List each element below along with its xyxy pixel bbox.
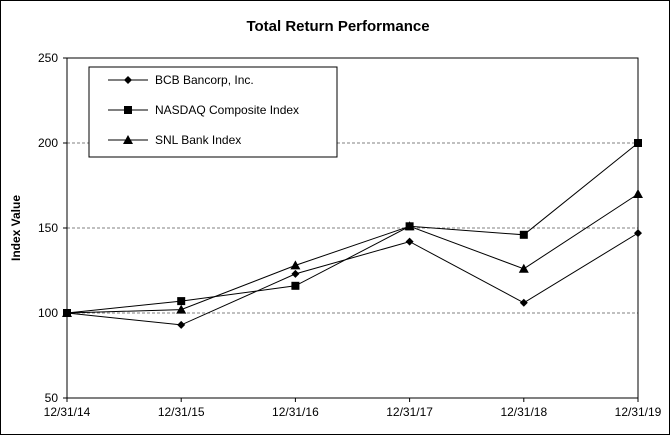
y-tick-label-150: 150: [38, 221, 58, 235]
data-point-square-2: [291, 281, 300, 290]
series-line-diamond: [66, 232, 639, 326]
series-line-triangle: [66, 193, 639, 314]
series-lines: [62, 139, 643, 329]
data-point-diamond-3: [405, 237, 414, 246]
data-point-square-4: [519, 230, 528, 239]
series-line-square: [66, 142, 639, 314]
axes: 50 100 150 200 250 12/31/14 12/31/15 12/31/16 12…: [38, 51, 662, 419]
x-tick-label-1: 12/31/15: [158, 405, 205, 419]
legend-marker-square: [124, 106, 132, 114]
y-tick-label-100: 100: [38, 306, 58, 320]
legend-label-diamond: BCB Bancorp, Inc.: [155, 73, 254, 87]
data-point-diamond-2: [291, 269, 300, 278]
y-tick-label-50: 50: [45, 391, 59, 405]
legend: BCB Bancorp, Inc. NASDAQ Composite Index S…: [88, 66, 338, 158]
data-point-square-5: [634, 139, 642, 147]
x-tick-label-0: 12/31/14: [44, 405, 91, 419]
legend-marker-diamond: [124, 76, 132, 84]
data-point-diamond-5: [634, 229, 642, 238]
data-point-square-1: [177, 297, 186, 306]
y-tick-label-250: 250: [38, 51, 58, 65]
x-tick-label-2: 12/31/16: [272, 405, 319, 419]
x-tick-label-4: 12/31/18: [500, 405, 547, 419]
legend-label-square: NASDAQ Composite Index: [155, 103, 299, 117]
legend-marker-triangle: [123, 135, 133, 144]
gridlines: [67, 142, 638, 314]
y-tick-label-200: 200: [38, 136, 58, 150]
y-axis-label: Index Value: [9, 195, 23, 261]
chart-title: Total Return Performance: [246, 18, 429, 35]
legend-label-triangle: SNL Bank Index: [155, 133, 241, 147]
data-point-diamond-1: [177, 320, 186, 329]
data-point-triangle-1: [176, 304, 187, 314]
x-tick-label-3: 12/31/17: [386, 405, 433, 419]
data-point-triangle-4: [518, 263, 529, 273]
data-point-triangle-5: [633, 189, 643, 198]
data-point-triangle-0: [62, 308, 72, 317]
data-point-triangle-3: [404, 221, 415, 231]
x-tick-label-5: 12/31/19: [615, 405, 662, 419]
data-point-triangle-2: [290, 260, 301, 270]
data-point-diamond-4: [519, 298, 528, 307]
